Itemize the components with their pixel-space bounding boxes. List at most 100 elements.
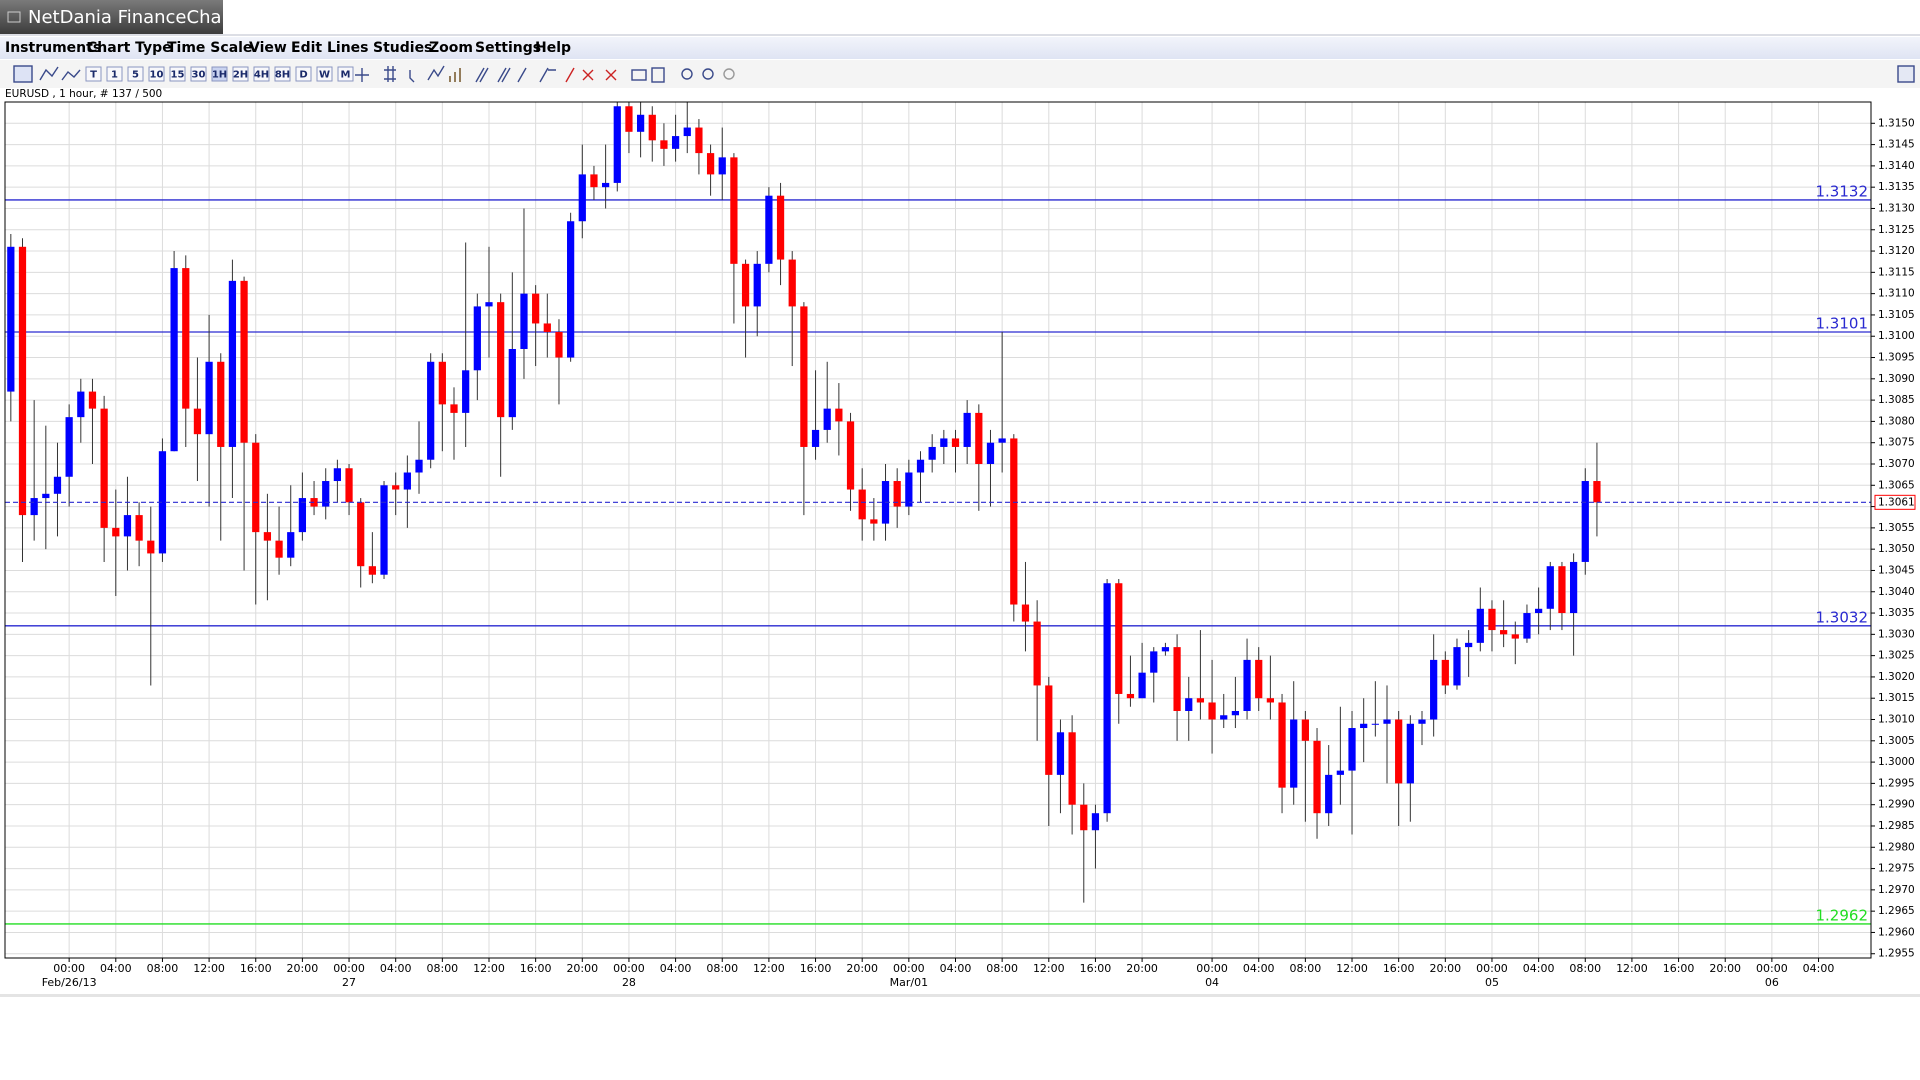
candle-body [1103,583,1111,814]
timeframe-button[interactable] [127,66,144,82]
icon-zoom-out[interactable] [702,68,714,80]
candle-body [403,472,411,490]
timeframe-button[interactable] [190,66,207,82]
level-label: 1.2962 [1816,906,1869,924]
y-tick-label: 1.2955 [1878,948,1915,960]
icon-cursor[interactable] [409,70,415,83]
candle-body [1033,621,1041,686]
menu-item[interactable]: Studies [373,40,432,56]
candle-body [368,566,376,575]
title-bar [0,0,1920,36]
candle-body [263,532,272,541]
y-tick-label: 1.3010 [1878,714,1915,726]
toolbar-icons [13,65,1915,83]
timeframe-button[interactable] [337,66,354,82]
candle-body [811,429,820,447]
icon-fan[interactable] [475,67,511,83]
timeframe-button[interactable] [85,66,102,82]
candle-body [1185,698,1193,711]
candle-body [30,498,38,516]
candle-body [940,438,948,447]
candle-body [975,412,983,464]
timeframe-label: T [90,70,97,81]
timeframe-button[interactable] [148,66,165,82]
candle-body [112,527,120,537]
y-tick-label: 1.3100 [1878,330,1915,342]
menu-item[interactable]: Edit [291,40,322,56]
y-tick-label: 1.3000 [1878,756,1915,768]
candle-body [1173,647,1181,711]
candle-body [765,195,773,264]
candle-body [1523,613,1531,639]
icon-delete-all[interactable] [605,69,617,81]
candle-body [1325,774,1333,814]
candle-body [438,361,446,405]
timeframe-button[interactable] [106,66,123,82]
icon-volume[interactable] [449,68,461,82]
timeframe-button[interactable] [295,66,312,82]
x-tick-label: 00:00 [53,962,85,975]
candle-body [497,302,505,418]
menu-item[interactable]: View [249,40,287,56]
x-tick-label: 04:00 [1523,962,1555,975]
y-tick-label: 1.3065 [1878,479,1915,491]
y-tick-label: 1.3050 [1878,543,1915,555]
menu-item[interactable]: Lines [327,40,369,56]
timeframe-label: 1H [212,70,227,81]
candle-body [240,280,248,443]
candle-body [333,468,341,482]
timeframe-button[interactable] [169,66,186,82]
candle-body [65,417,73,477]
candle-body [1593,481,1601,503]
timeframe-label: 30 [192,70,206,81]
icon-zoom-in[interactable] [681,68,693,80]
candle-body [1336,770,1344,775]
icon-line[interactable] [39,66,59,81]
menu-item[interactable]: Chart Type [87,40,172,56]
candle-body [1266,698,1274,703]
icon-delete[interactable] [565,67,594,83]
timeframe-button[interactable] [316,66,333,82]
y-tick-label: 1.3125 [1878,224,1915,236]
menu-item[interactable]: Help [535,40,571,56]
timeframe-button[interactable] [232,66,249,82]
icon-zoom-reset[interactable] [723,68,735,80]
menu-item[interactable]: Time Scale [167,40,252,56]
icon-print[interactable] [631,69,647,81]
y-tick-label: 1.3085 [1878,394,1915,406]
candle-body [613,106,621,183]
icon-candles[interactable] [13,65,33,83]
icon-panel[interactable] [1897,65,1915,83]
candle-body [1010,438,1018,605]
timeframe-button[interactable] [274,66,291,82]
level-label: 1.3132 [1816,182,1869,200]
candle-body [357,502,365,567]
candle-body [217,361,225,447]
x-date-label: Mar/01 [890,976,928,989]
icon-preview[interactable] [651,67,665,83]
icon-crosshair[interactable] [355,68,369,82]
candle-body [846,421,855,490]
candle-body [427,361,435,460]
icon-trend[interactable] [427,65,445,81]
menu-item[interactable]: Instruments [5,40,101,56]
menu-item[interactable]: Settings [475,40,541,56]
candle-body [1243,659,1251,711]
candle-body [567,221,575,358]
icon-grid[interactable] [384,66,396,82]
candle-body [1371,723,1379,725]
timeframe-button[interactable] [211,66,228,82]
icon-fib[interactable] [517,67,556,83]
candle-body [800,306,808,447]
timeframe-button[interactable] [253,66,270,82]
candle-body [706,153,715,175]
x-tick-label: 04:00 [1243,962,1275,975]
x-tick-label: 16:00 [520,962,552,975]
candle-body [1511,634,1519,639]
x-tick-label: 00:00 [613,962,645,975]
x-tick-label: 08:00 [147,962,179,975]
candle-body [951,438,960,447]
menu-item[interactable]: Zoom [429,40,473,56]
icon-area[interactable] [61,69,81,81]
